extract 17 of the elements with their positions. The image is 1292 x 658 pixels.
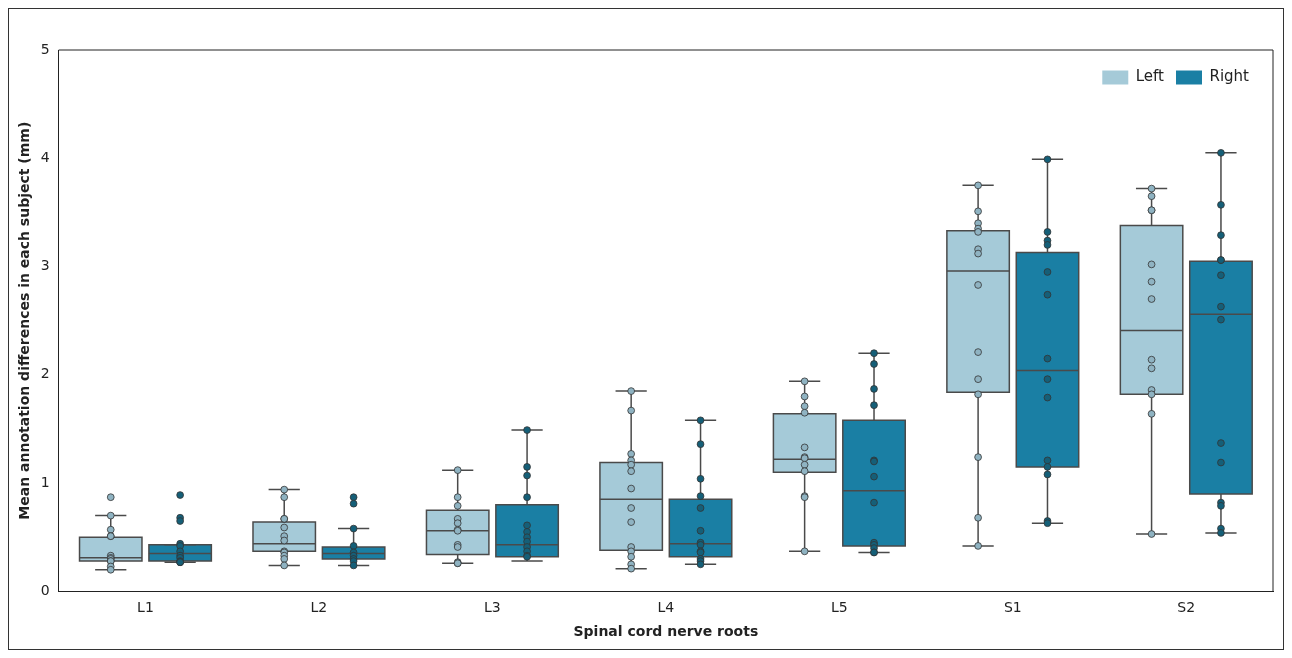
- y-tick-label: 1: [40, 473, 50, 490]
- x-tick-label: S1: [1003, 599, 1022, 616]
- y-tick-label: 4: [40, 148, 50, 165]
- x-tick-label: L5: [830, 599, 848, 616]
- legend-label: Right: [1209, 67, 1250, 86]
- x-tick-label: L3: [484, 599, 501, 616]
- y-tick-label: 3: [40, 257, 50, 274]
- x-tick-label: L4: [657, 599, 675, 616]
- x-axis-title: Spinal cord nerve roots: [573, 623, 759, 640]
- y-tick-label: 2: [40, 365, 50, 382]
- y-tick-label: 0: [40, 582, 50, 599]
- x-tick-label: L1: [137, 599, 154, 616]
- y-axis-title: Mean annotation differences in each subject (mm): [16, 121, 33, 520]
- y-tick-label: 5: [40, 40, 50, 57]
- x-tick-label: L2: [310, 599, 328, 616]
- x-tick-label: S2: [1177, 599, 1196, 616]
- legend-label: Left: [1135, 67, 1165, 86]
